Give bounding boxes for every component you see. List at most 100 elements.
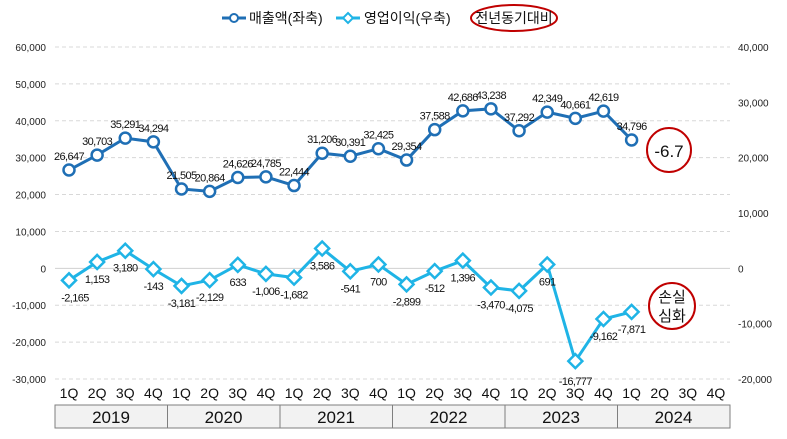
left-tick-label: 60,000 [15, 43, 46, 54]
quarter-label: 4Q [482, 385, 501, 401]
sales-data-label: 42,686 [448, 92, 479, 104]
sales-marker [540, 105, 554, 119]
op-marker [229, 256, 247, 274]
op-data-label: -512 [425, 283, 445, 295]
quarter-label: 2Q [538, 385, 557, 401]
sales-data-label: 31,206 [307, 134, 338, 146]
op-marker [172, 277, 191, 295]
right-tick-label: 30,000 [738, 98, 769, 109]
left-tick-label: 50,000 [15, 80, 46, 91]
sales-marker [231, 170, 245, 185]
sales-marker [399, 153, 414, 167]
sales-data-label: 30,703 [82, 136, 113, 148]
sales-data-label: 22,444 [279, 167, 310, 179]
left-tick-label: -10,000 [12, 301, 46, 312]
op-data-label: -7,871 [618, 324, 646, 336]
op-data-label: -2,129 [196, 292, 224, 304]
left-tick-label: 0 [40, 264, 46, 275]
sales-marker [456, 104, 470, 118]
sales-data-label: 43,238 [476, 90, 507, 102]
sales-marker [287, 178, 301, 193]
quarter-label: 3Q [453, 385, 472, 401]
right-tick-label: -10,000 [738, 320, 772, 331]
left-tick-label: -20,000 [12, 338, 46, 349]
quarter-label: 1Q [622, 385, 641, 401]
sales-data-label: 29,354 [392, 141, 423, 153]
sales-marker [315, 146, 329, 160]
quarter-label: 3Q [566, 385, 585, 401]
sales-data-label: 42,619 [588, 92, 619, 104]
sales-data-label: 42,349 [532, 93, 563, 105]
op-data-label: -2,165 [61, 292, 89, 304]
left-tick-label: -30,000 [12, 375, 46, 386]
quarter-label: 2Q [88, 385, 107, 401]
op-data-label: -3,181 [168, 298, 196, 310]
sales-marker [146, 135, 161, 149]
sales-data-label: 35,291 [110, 119, 141, 131]
sales-marker [596, 104, 611, 118]
sales-data-label: 34,796 [617, 121, 648, 133]
op-data-label: 700 [370, 276, 387, 288]
op-marker [144, 260, 163, 278]
sales-marker [62, 163, 76, 177]
year-label: 2022 [430, 408, 468, 427]
sales-data-label: 40,661 [560, 99, 591, 111]
sales-data-label: 20,864 [195, 172, 226, 184]
quarter-label: 4Q [257, 385, 276, 401]
loss-text-2: 심화 [658, 308, 686, 325]
op-data-label: 3,586 [310, 260, 335, 272]
sales-marker [512, 124, 526, 138]
quarter-label: 2Q [313, 385, 332, 401]
sales-data-label: 37,588 [420, 111, 451, 123]
yoy-value: -6.7 [654, 142, 683, 161]
op-data-label: -3,470 [477, 300, 505, 312]
op-marker [257, 265, 275, 283]
right-tick-label: 10,000 [738, 209, 769, 220]
quarter-label: 1Q [285, 385, 304, 401]
op-marker [397, 275, 416, 294]
left-tick-label: 20,000 [15, 191, 46, 202]
yoy-circle [646, 127, 692, 173]
op-data-label: -16,777 [559, 376, 593, 388]
quarter-label: 1Q [60, 385, 79, 401]
sales-marker [624, 133, 639, 147]
legend-sales-label: 매출액(좌축) [249, 10, 323, 26]
quarter-label: 2Q [650, 385, 669, 401]
right-tick-label: 20,000 [738, 154, 769, 165]
year-label: 2024 [655, 408, 693, 427]
sales-marker [427, 122, 442, 137]
sales-marker [259, 170, 273, 184]
legend-yoy-ellipse [470, 4, 558, 32]
left-tick-label: 30,000 [15, 154, 46, 165]
quarter-label: 3Q [116, 385, 135, 401]
op-data-label: 691 [539, 277, 556, 289]
left-tick-label: 40,000 [15, 117, 46, 128]
sales-marker [174, 182, 189, 196]
quarter-label: 4Q [144, 385, 163, 401]
loss-text-1: 손실 [658, 289, 686, 306]
op-data-label: 1,396 [451, 273, 476, 285]
op-data-label: -9,162 [590, 331, 618, 343]
quarter-label: 1Q [510, 385, 529, 401]
quarter-label: 2Q [200, 385, 219, 401]
op-data-label: -143 [144, 281, 164, 293]
left-tick-label: 10,000 [15, 227, 46, 238]
sales-marker [568, 111, 583, 126]
loss-circle [648, 282, 696, 330]
op-data-label: -4,075 [505, 303, 533, 315]
op-marker [425, 262, 444, 280]
legend-sales-marker [229, 13, 239, 23]
year-label: 2019 [92, 408, 130, 427]
sales-data-label: 24,785 [251, 158, 282, 170]
op-data-label: -1,006 [252, 286, 280, 298]
year-label: 2020 [205, 408, 243, 427]
sales-data-label: 30,391 [335, 137, 366, 149]
op-data-label: 633 [229, 277, 246, 289]
op-marker [566, 352, 585, 370]
op-marker [200, 271, 219, 289]
op-marker [369, 255, 388, 274]
year-box [617, 404, 731, 429]
quarter-label: 1Q [397, 385, 416, 401]
